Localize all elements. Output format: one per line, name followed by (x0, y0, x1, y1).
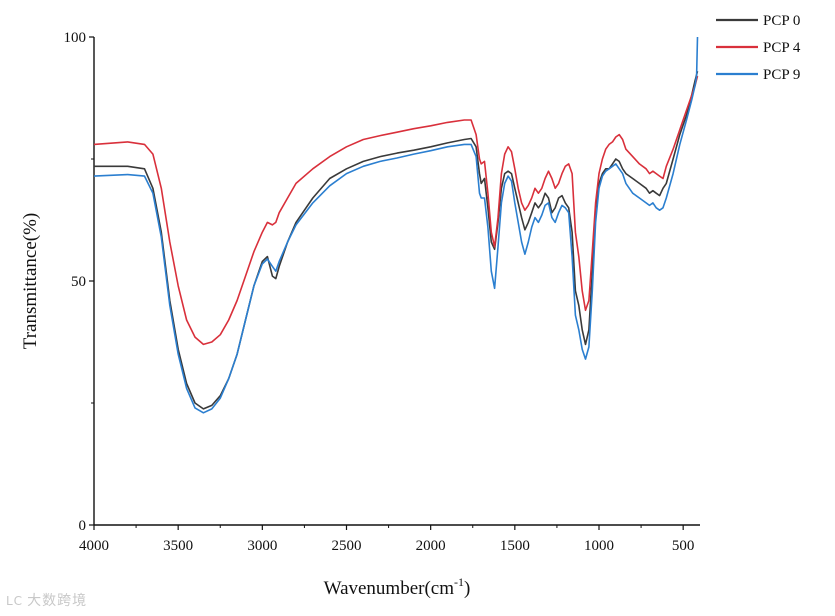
series-group (93, 36, 699, 414)
x-tick-label: 500 (672, 538, 695, 554)
x-axis-title-superscript: -1 (454, 575, 464, 589)
series-line-pcp-0 (94, 71, 699, 410)
y-axis-title: Transmittance(%) (20, 213, 41, 350)
legend-label: PCP 0 (763, 13, 800, 29)
y-axis-ticks: 0 50 100 (64, 30, 94, 534)
x-tick-label: 3000 (247, 538, 277, 554)
y-tick-label: 50 (71, 274, 86, 290)
series-line-pcp-9 (93, 36, 699, 414)
x-tick-label: 4000 (79, 538, 109, 554)
watermark: LC 大数跨境 (6, 590, 87, 610)
x-tick-label: 1500 (500, 538, 530, 554)
series-line-pcp-4 (93, 75, 699, 346)
x-axis-title: Wavenumber(cm-1) (324, 575, 471, 599)
x-tick-label: 1000 (584, 538, 614, 554)
legend-label: PCP 9 (763, 67, 800, 83)
x-tick-label: 2000 (416, 538, 446, 554)
y-tick-label: 0 (79, 518, 87, 534)
y-tick-label: 100 (64, 30, 87, 46)
x-tick-label: 3500 (163, 538, 193, 554)
legend-label: PCP 4 (763, 40, 801, 56)
watermark-text: 大数跨境 (27, 593, 88, 609)
x-tick-label: 2500 (332, 538, 362, 554)
x-axis-ticks: 4000 3500 3000 2500 2000 1500 1000 500 (79, 525, 694, 554)
watermark-logo-icon: LC (6, 594, 24, 608)
legend: PCP 0 PCP 4 PCP 9 (716, 13, 801, 83)
